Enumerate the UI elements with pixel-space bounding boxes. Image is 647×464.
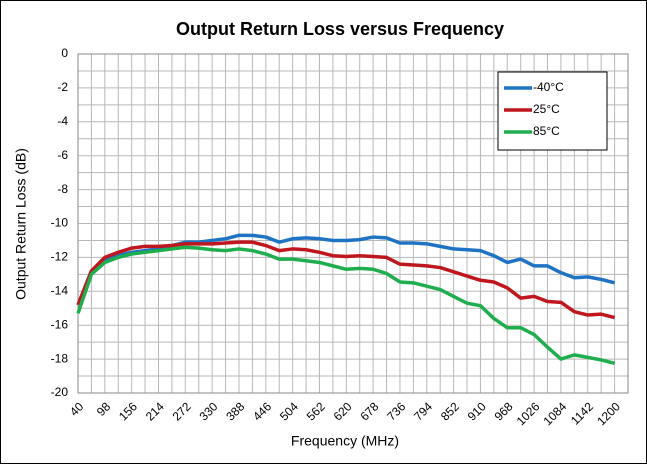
y-tick-label: -6 [57,148,68,162]
plot-border [77,53,629,394]
legend-label: -40°C [533,80,564,94]
y-tick-label: -8 [57,182,68,196]
chart-title: Output Return Loss versus Frequency [176,19,504,39]
y-tick-label: -16 [51,317,69,331]
x-axis-label: Frequency (MHz) [291,433,399,449]
y-tick-label: 0 [61,46,68,60]
line-series [76,240,616,320]
y-tick-label: -18 [51,351,69,365]
y-tick-label: -12 [51,250,69,264]
y-tick-label: -20 [51,385,69,399]
legend: -40°C 25°C 85°C [497,71,608,151]
legend-label: 25°C [533,102,560,116]
y-axis-label: Output Return Loss (dB) [13,148,29,300]
y-tick-label: -2 [57,80,68,94]
line-series [76,245,616,366]
legend-label: 85°C [533,124,560,138]
y-tick-label: -4 [57,114,68,128]
y-tick-label: -10 [51,216,69,230]
y-tick-label: -14 [51,283,69,297]
